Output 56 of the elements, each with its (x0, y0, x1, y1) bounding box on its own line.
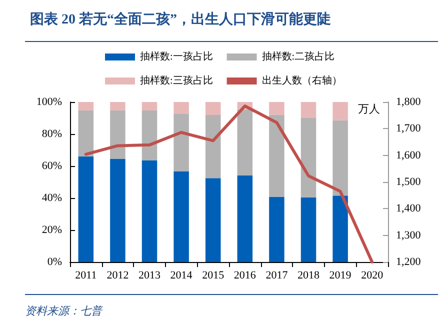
bar (269, 102, 284, 115)
bar (110, 158, 126, 262)
bar (332, 196, 348, 262)
x-tick-label: 2011 (75, 270, 97, 282)
y2-tick-label: 1,700 (396, 122, 422, 135)
y2-tick-label: 1,400 (396, 202, 422, 215)
bar (300, 102, 316, 118)
y2-tick-label: 1,800 (396, 96, 422, 108)
legend-label: 出生人数（右轴） (262, 74, 342, 86)
text: 资料来源：七普 (25, 304, 104, 318)
x-tick-label: 2013 (138, 270, 161, 282)
y-tick-label: 40% (42, 192, 62, 204)
bar (237, 175, 253, 262)
x-tick-label: 2014 (170, 270, 193, 282)
bar (237, 109, 253, 176)
x-tick-label: 2015 (202, 270, 225, 282)
legend-label: 抽样数:三孩占比 (140, 74, 213, 86)
y2-tick-label: 1,200 (396, 256, 422, 268)
x-tick-label: 2018 (298, 270, 320, 282)
x-tick-label: 2020 (361, 270, 384, 282)
bar (269, 196, 284, 262)
bar (142, 160, 158, 262)
bar (332, 102, 348, 120)
bar (332, 120, 348, 196)
x-tick-label: 2017 (266, 270, 288, 282)
y-tick-label: 20% (42, 224, 62, 236)
bar (78, 110, 94, 156)
y-tick-label: 80% (42, 128, 62, 140)
y2-tick-label: 1,600 (396, 149, 422, 162)
y-tick-label: 0% (47, 256, 62, 268)
chart-title: 图表 20 若无“全面二孩”，出生人口下滑可能更陡 (30, 10, 331, 28)
bar (300, 118, 316, 198)
x-tick-label: 2012 (106, 270, 129, 282)
bar (205, 114, 221, 178)
bar (174, 114, 189, 172)
legend-label: 抽样数:一孩占比 (140, 50, 213, 62)
bar (269, 114, 284, 197)
y2-axis-title: 万人 (358, 104, 380, 116)
x-tick-label: 2019 (329, 270, 352, 282)
bar (205, 102, 221, 115)
bar (142, 110, 158, 160)
bar (205, 178, 221, 262)
y2-tick-label: 1,500 (396, 176, 422, 188)
bar (78, 102, 94, 110)
bar (300, 197, 316, 262)
y-tick-label: 100% (36, 96, 62, 108)
legend-label: 抽样数:二孩占比 (262, 50, 335, 62)
x-tick-label: 2016 (234, 270, 256, 282)
bar (142, 102, 158, 110)
bar (110, 110, 126, 159)
y2-tick-label: 1,300 (396, 229, 422, 242)
bar (110, 102, 126, 110)
bar (174, 102, 189, 114)
bar (78, 156, 94, 262)
y-tick-label: 60% (42, 160, 62, 172)
bar (174, 171, 189, 262)
